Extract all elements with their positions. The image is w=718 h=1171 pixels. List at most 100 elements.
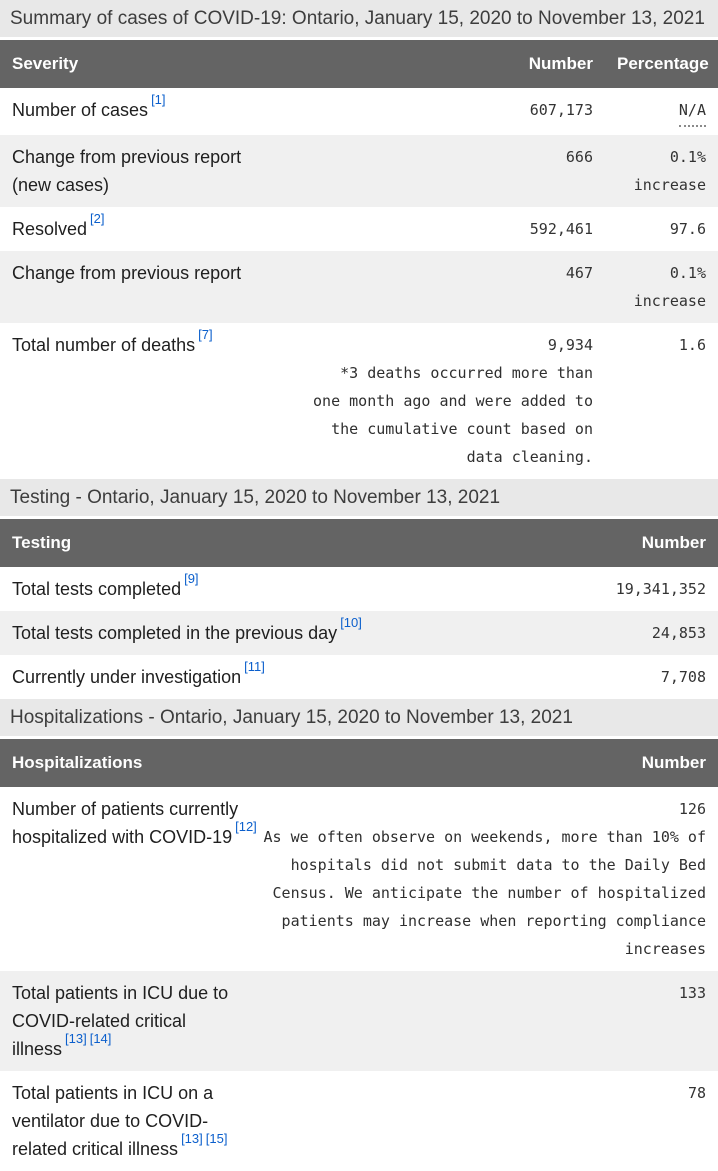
- row-label: Number of cases[1]: [0, 88, 285, 135]
- cell-note-line: As we often observe on weekends, more th…: [263, 823, 706, 851]
- row-label: Change from previous report: [0, 251, 285, 323]
- cell-value: 97.6: [669, 220, 706, 238]
- table-row: Total patients in ICU due to COVID-relat…: [0, 971, 718, 1071]
- column-header-severity: Severity: [0, 40, 285, 88]
- abbreviation-value: N/A: [678, 96, 706, 127]
- row-value-cell: 24,853: [500, 611, 718, 655]
- cell-note-text: patients may increase when reporting com…: [281, 912, 706, 930]
- row-label: Resolved[2]: [0, 207, 285, 251]
- cell-value: 24,853: [651, 624, 706, 642]
- cell-value: 666: [565, 148, 593, 166]
- footnote-link[interactable]: [10]: [340, 615, 362, 631]
- table-summary: Severity Number Percentage Number of cases[…: [0, 40, 718, 479]
- footnote-link[interactable]: [7]: [198, 327, 213, 343]
- section-caption-testing: Testing - Ontario, January 15, 2020 to N…: [0, 479, 718, 516]
- cell-note-line: hospitals did not submit data to the Dai…: [284, 851, 706, 879]
- footnote-link[interactable]: [12]: [235, 819, 257, 835]
- column-header-number: Number: [285, 40, 605, 88]
- row-value-cell: 9,934 *3 deaths occurred more than one mon…: [285, 323, 605, 479]
- table-header-row: Hospitalizations Number: [0, 739, 718, 787]
- footnote-ref: [14]: [90, 1031, 112, 1046]
- cell-note-line: *3 deaths occurred more than: [297, 359, 593, 387]
- row-value-cell: 97.6: [605, 207, 718, 251]
- row-value-cell: 126 As we often observe on weekends, more…: [263, 787, 718, 971]
- row-label-text: Number of cases: [12, 100, 149, 120]
- cell-note-text: increases: [624, 940, 706, 958]
- cell-note-text: Census. We anticipate the number of hosp…: [272, 884, 706, 902]
- column-header-hospitalizations: Hospitalizations: [0, 739, 272, 787]
- footnote-link[interactable]: [9]: [184, 571, 199, 587]
- cell-value: 0.1% increase: [633, 148, 706, 194]
- cell-note-line: increases: [284, 935, 706, 963]
- cell-value: 1.6: [678, 336, 706, 354]
- cell-value: 467: [565, 264, 593, 282]
- table-row: Total tests completed in the previous da…: [0, 611, 718, 655]
- row-value-cell: 0.1% increase: [605, 135, 718, 207]
- column-header-number: Number: [500, 519, 718, 567]
- section-testing: Testing - Ontario, January 15, 2020 to N…: [0, 479, 718, 699]
- column-header-testing: Testing: [0, 519, 500, 567]
- footnote-link[interactable]: [2]: [90, 211, 105, 227]
- row-label-text: Total patients in ICU on a ventilator du…: [12, 1083, 214, 1159]
- table-row: Total patients in ICU on a ventilator du…: [0, 1071, 718, 1171]
- table-row: Total number of deaths[7] 9,934 *3 deaths …: [0, 323, 718, 479]
- section-hospitalizations: Hospitalizations - Ontario, January 15, …: [0, 699, 718, 1171]
- table-header-row: Severity Number Percentage: [0, 40, 718, 88]
- section-caption-summary: Summary of cases of COVID-19: Ontario, J…: [0, 0, 718, 37]
- row-label: Total tests completed[9]: [0, 567, 500, 611]
- footnote-ref: [11]: [244, 659, 265, 674]
- cell-value: 7,708: [660, 668, 706, 686]
- footnote-ref: [12]: [235, 819, 257, 834]
- row-value-cell: 7,708: [500, 655, 718, 699]
- row-value-cell: 1.6: [605, 323, 718, 479]
- row-label: Number of patients currently hospitalize…: [0, 787, 272, 971]
- cell-value: 0.1% increase: [633, 264, 706, 310]
- table-row: Change from previous report (new cases) 6…: [0, 135, 718, 207]
- footnote-ref: [1]: [151, 92, 165, 107]
- row-label-text: Resolved: [12, 219, 88, 239]
- row-value-cell: N/A: [605, 88, 718, 135]
- table-row: Resolved[2] 592,461 97.6: [0, 207, 718, 251]
- row-value-cell: 0.1% increase: [605, 251, 718, 323]
- table-hospitalizations: Hospitalizations Number Number of patients…: [0, 739, 718, 1171]
- footnote-link[interactable]: [15]: [205, 1131, 228, 1147]
- cell-value: 607,173: [529, 101, 593, 119]
- cell-value: 126: [678, 800, 706, 818]
- footnote-link[interactable]: [13]: [65, 1031, 87, 1047]
- cell-note-text: *3 deaths occurred more than: [340, 364, 593, 382]
- footnote-link[interactable]: [11]: [244, 659, 265, 675]
- cell-note-text: hospitals did not submit data to the Dai…: [290, 856, 706, 874]
- row-label-text: Total tests completed: [12, 579, 182, 599]
- row-label: Total tests completed in the previous da…: [0, 611, 500, 655]
- cell-note-line: data cleaning.: [297, 443, 593, 471]
- row-label-text: Change from previous report (new cases): [12, 147, 242, 195]
- table-row: Currently under investigation[11] 7,708: [0, 655, 718, 699]
- row-value-cell: 666: [285, 135, 605, 207]
- cell-note-text: data cleaning.: [466, 448, 593, 466]
- row-label-text: Change from previous report: [12, 263, 242, 283]
- footnote-ref: [10]: [340, 615, 362, 630]
- row-value-cell: 607,173: [285, 88, 605, 135]
- cell-value: 78: [687, 1084, 706, 1102]
- cell-value: 19,341,352: [615, 580, 706, 598]
- row-label-text: Currently under investigation: [12, 667, 242, 687]
- row-value-cell: 592,461: [285, 207, 605, 251]
- cell-value: 133: [678, 984, 706, 1002]
- cell-note-line: one month ago and were added to: [297, 387, 593, 415]
- row-value-cell: 19,341,352: [500, 567, 718, 611]
- cell-note-line: the cumulative count based on: [297, 415, 593, 443]
- footnote-link[interactable]: [1]: [151, 92, 166, 108]
- footnote-ref: [7]: [198, 327, 212, 342]
- row-label-text: Total number of deaths: [12, 335, 196, 355]
- footnote-link[interactable]: [13]: [181, 1131, 203, 1147]
- row-value-cell: 133: [272, 971, 718, 1071]
- section-caption-hospitalizations: Hospitalizations - Ontario, January 15, …: [0, 699, 718, 736]
- table-row: Number of patients currently hospitalize…: [0, 787, 718, 971]
- table-row: Number of cases[1] 607,173 N/A: [0, 88, 718, 135]
- row-label-text: Total patients in ICU due to COVID-relat…: [12, 983, 229, 1059]
- table-row: Change from previous report 467 0.1% incre…: [0, 251, 718, 323]
- footnote-ref: [2]: [90, 211, 104, 226]
- row-label-text: Total tests completed in the previous da…: [12, 623, 338, 643]
- footnote-link[interactable]: [14]: [89, 1031, 112, 1047]
